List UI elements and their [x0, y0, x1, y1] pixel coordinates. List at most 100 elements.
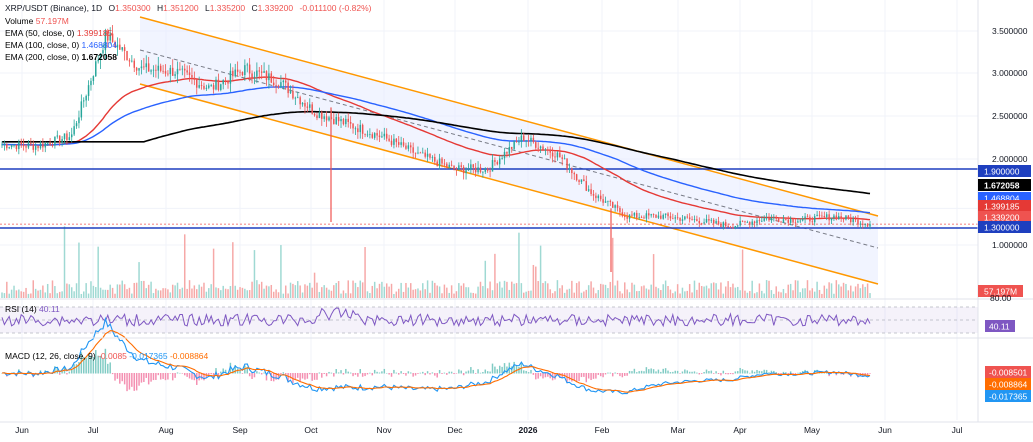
volume-bar [83, 291, 85, 298]
price-tick-label: 3.000000 [992, 68, 1028, 78]
macd-hist-bar [107, 363, 109, 374]
price-tick-label: 2.000000 [992, 154, 1028, 164]
candle-body [140, 66, 143, 69]
candle-body [850, 218, 852, 223]
volume-bar [227, 289, 229, 298]
candle-body [744, 221, 746, 223]
rsi-top-level: 80.00 [990, 293, 1012, 303]
candle-body [503, 151, 506, 159]
volume-bar [51, 280, 54, 298]
channel-mid [139, 49, 879, 249]
channel-lower [139, 83, 879, 285]
macd-hist-bar [453, 373, 455, 375]
candle-body [559, 152, 561, 158]
candle-body [412, 147, 414, 153]
macd-hist-bar [239, 369, 241, 374]
macd-hist-bar [741, 369, 744, 374]
volume-bar [258, 284, 261, 298]
rsi-pane[interactable] [0, 306, 978, 334]
volume-bar [491, 290, 494, 298]
candles[interactable] [1, 25, 871, 272]
macd-hist-bar [188, 373, 191, 379]
macd-hist-bar [628, 370, 631, 374]
candle-body [566, 158, 568, 169]
candle-body [6, 143, 8, 149]
volume-bar [527, 290, 530, 298]
volume-bar [8, 293, 10, 298]
macd-hist-bar [299, 373, 301, 382]
macd-hist-bar [773, 370, 775, 374]
macd-hist-bar [284, 373, 287, 375]
candle-body [448, 164, 450, 168]
macd-hist-bar [602, 373, 604, 378]
svg-text:1.900000: 1.900000 [984, 167, 1020, 177]
macd-pane[interactable] [1, 316, 871, 395]
svg-text:EMA (50, close, 0) 1.399185: EMA (50, close, 0) 1.399185 [5, 28, 113, 38]
candle-body [710, 219, 713, 221]
macd-hist-bar [554, 373, 556, 380]
macd-hist-bar [486, 371, 489, 374]
volume-bar [633, 284, 636, 298]
volume-bar [782, 288, 785, 298]
time-axis[interactable]: Jun Jul Aug Sep Oct Nov Dec 2026 Feb Mar Apr May Jun… [15, 425, 962, 435]
volume-bar [542, 283, 544, 298]
low-value: 1.335200 [210, 3, 246, 13]
volume-bar [825, 288, 828, 298]
volume-bar [56, 293, 59, 298]
macd-hist-bar [191, 373, 193, 380]
candle-body [340, 119, 342, 122]
candle-body [369, 134, 371, 136]
candle-body [104, 31, 107, 51]
candle-body [587, 189, 590, 191]
macd-hist-bar [357, 373, 359, 377]
volume-bar [321, 287, 323, 298]
volume-bar [508, 289, 511, 298]
level-high-badge [978, 165, 1031, 177]
volume-bar [376, 288, 378, 298]
volume-bar [453, 293, 455, 298]
candle-body [753, 221, 756, 224]
price-axis[interactable]: 3.500000 3.000000 2.500000 2.000000 1.000000 [0, 0, 1033, 423]
volume-bar [535, 266, 537, 298]
macd-hist-bar [724, 373, 727, 375]
volume-bar [400, 282, 402, 298]
candle-body [501, 158, 503, 160]
macd-hist-bar [782, 371, 785, 374]
candle-body [176, 68, 179, 75]
macd-hist-bar [770, 370, 773, 374]
macd-hist-bar [1, 373, 3, 374]
candle-body [128, 60, 131, 62]
candle-body [768, 217, 770, 221]
candle-body [489, 170, 491, 172]
macd-hist-bar [179, 372, 181, 374]
macd-hist-bar [676, 370, 679, 374]
candle-body [121, 47, 123, 50]
candle-body [446, 163, 448, 168]
macd-hist-bar [470, 367, 472, 374]
macd-hist-bar [455, 373, 458, 374]
volume-bar [186, 288, 188, 298]
indicator-lines [0, 16, 978, 285]
macd-hist-bar [566, 373, 568, 383]
volume-bar [263, 288, 265, 298]
svg-text:-0.008864: -0.008864 [989, 380, 1028, 390]
rsi-line [1, 307, 871, 328]
macd-hist-bar [251, 373, 253, 380]
open-value: 1.350300 [115, 3, 151, 13]
volume-bar [311, 287, 313, 298]
candle-body [294, 97, 297, 99]
macd-hist-bar [684, 369, 686, 374]
volume-bar [337, 281, 340, 298]
volume-bar [232, 242, 234, 298]
candle-body [792, 218, 794, 223]
macd-hist-bar [674, 370, 676, 374]
volume-bar [73, 291, 75, 298]
volume-bar [691, 292, 693, 298]
macd-hist-bar [746, 370, 749, 374]
candle-body [361, 124, 364, 134]
volume-bar [597, 290, 600, 298]
candle-body [275, 85, 277, 86]
candle-body [239, 71, 241, 73]
